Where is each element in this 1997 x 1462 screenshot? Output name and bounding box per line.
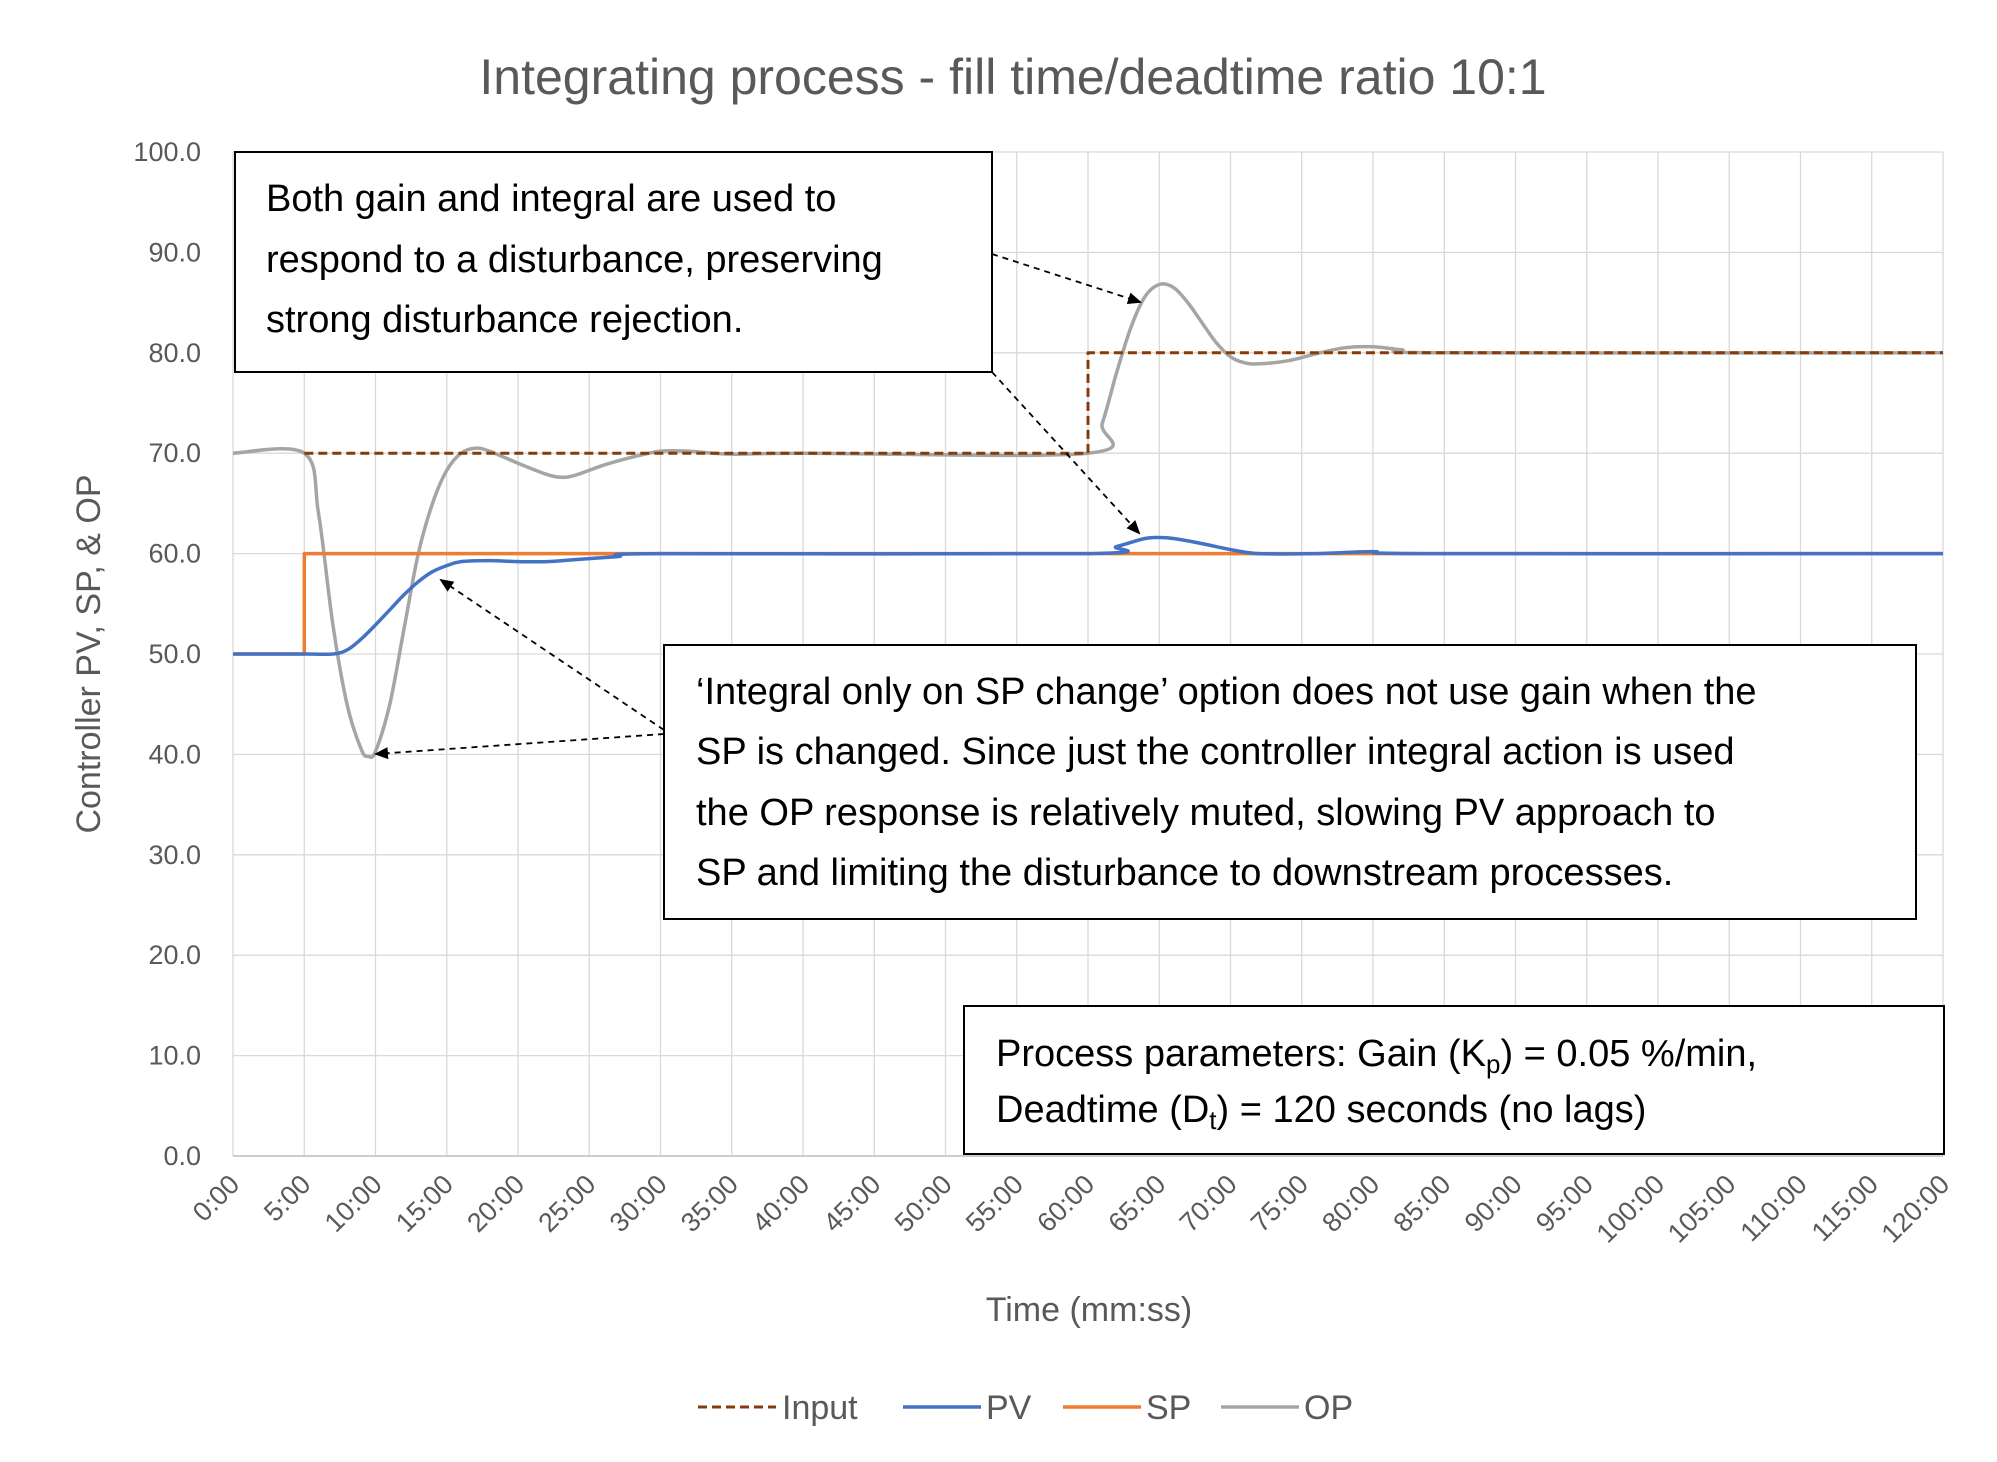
- legend-label-input: Input: [782, 1389, 858, 1427]
- y-tick-label: 40.0: [148, 739, 201, 769]
- y-tick-label: 100.0: [133, 137, 201, 167]
- x-tick-label: 10:00: [319, 1169, 388, 1238]
- y-tick-label: 10.0: [148, 1041, 201, 1071]
- x-tick-label: 100:00: [1591, 1169, 1671, 1249]
- y-tick-label: 80.0: [148, 338, 201, 368]
- annotation-line: respond to a disturbance, preserving: [266, 239, 883, 281]
- x-axis-ticks: 0:00 5:00 10:00 15:00 20:00 25:00 30:00 35:00 40…: [187, 1169, 1955, 1249]
- process-params-line-2: Deadtime (Dt) = 120 seconds (no lags): [996, 1089, 1646, 1135]
- annotation-line: ‘Integral only on SP change’ option does…: [696, 671, 1757, 713]
- series-line-input: [304, 351, 1943, 455]
- y-tick-label: 60.0: [148, 539, 201, 569]
- legend-label-op: OP: [1304, 1389, 1353, 1427]
- legend-label-pv: PV: [986, 1389, 1032, 1427]
- annotation-line: strong disturbance rejection.: [266, 299, 743, 341]
- annotation-process-parameters: Process parameters: Gain (Kp) = 0.05 %/m…: [963, 1005, 1945, 1155]
- x-tick-label: 0:00: [187, 1169, 245, 1227]
- y-tick-label: 90.0: [148, 237, 201, 267]
- annotation-line: SP and limiting the disturbance to downs…: [696, 852, 1673, 894]
- x-axis-title: Time (mm:ss): [986, 1291, 1192, 1329]
- x-tick-label: 65:00: [1102, 1169, 1171, 1238]
- x-tick-label: 95:00: [1530, 1169, 1599, 1238]
- x-tick-label: 40:00: [746, 1169, 815, 1238]
- annotation-line: Both gain and integral are used to: [266, 178, 836, 220]
- leader-arrow-op-dip: [374, 733, 665, 760]
- series-lines: [232, 282, 1944, 760]
- x-tick-label: 25:00: [532, 1169, 601, 1238]
- series-line-pv: [233, 535, 1944, 657]
- x-tick-label: 70:00: [1174, 1169, 1243, 1238]
- y-tick-label: 0.0: [163, 1141, 201, 1171]
- y-tick-label: 50.0: [148, 639, 201, 669]
- legend-label-sp: SP: [1146, 1389, 1191, 1427]
- x-tick-label: 90:00: [1459, 1169, 1528, 1238]
- x-tick-label: 115:00: [1806, 1169, 1884, 1247]
- annotation-line: SP is changed. Since just the controller…: [696, 731, 1735, 773]
- leader-arrow-op-peak: [991, 253, 1142, 305]
- series-line-op: [232, 282, 1944, 760]
- y-axis-ticks: 0.0 10.0 20.0 30.0 40.0 50.0 60.0 70.0 80.0 90.0 1…: [133, 137, 201, 1171]
- x-tick-label: 55:00: [960, 1169, 1029, 1238]
- annotation-integral-only: ‘Integral only on SP change’ option does…: [663, 644, 1917, 920]
- annotation-box: [234, 151, 993, 373]
- x-tick-label: 15:00: [390, 1169, 459, 1238]
- leader-arrow-pv-bump: [991, 371, 1141, 535]
- chart-title: Integrating process - fill time/deadtime…: [479, 49, 1546, 105]
- x-tick-label: 85:00: [1387, 1169, 1456, 1238]
- x-tick-label: 5:00: [258, 1169, 316, 1227]
- y-axis-title: Controller PV, SP, & OP: [70, 474, 108, 833]
- x-tick-label: 60:00: [1031, 1169, 1100, 1238]
- x-tick-label: 35:00: [675, 1169, 744, 1238]
- x-tick-label: 110:00: [1735, 1169, 1813, 1247]
- x-tick-label: 50:00: [889, 1169, 958, 1238]
- x-tick-label: 120:00: [1876, 1169, 1956, 1249]
- y-tick-label: 20.0: [148, 940, 201, 970]
- annotation-gain-integral: Both gain and integral are used to respo…: [234, 151, 993, 373]
- leader-arrow-pv-rise: [439, 578, 665, 731]
- y-tick-label: 30.0: [148, 840, 201, 870]
- x-tick-label: 75:00: [1245, 1169, 1314, 1238]
- x-tick-label: 105:00: [1662, 1169, 1742, 1249]
- annotation-box: [663, 644, 1917, 920]
- x-tick-label: 30:00: [604, 1169, 673, 1238]
- x-tick-label: 80:00: [1316, 1169, 1385, 1238]
- x-tick-label: 20:00: [461, 1169, 530, 1238]
- process-params-line-1: Process parameters: Gain (Kp) = 0.05 %/m…: [996, 1033, 1757, 1079]
- annotation-line: the OP response is relatively muted, slo…: [696, 792, 1716, 834]
- legend: Input PV SP OP: [698, 1389, 1353, 1427]
- x-tick-label: 45:00: [817, 1169, 886, 1238]
- annotation-box: [963, 1005, 1945, 1155]
- y-tick-label: 70.0: [148, 438, 201, 468]
